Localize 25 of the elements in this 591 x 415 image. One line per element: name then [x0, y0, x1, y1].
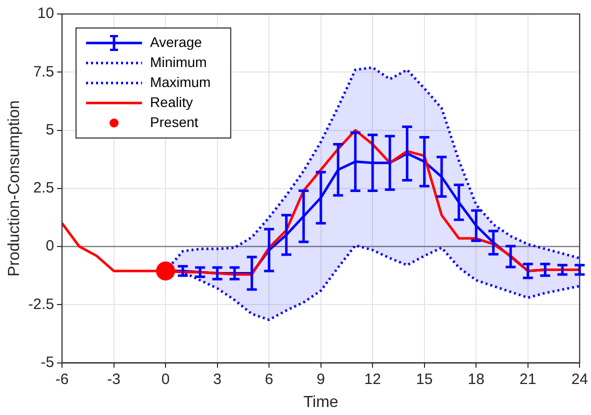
x-tick-label: 9 [316, 370, 326, 388]
y-tick-label: 2.5 [33, 180, 54, 197]
y-tick-label: -5 [40, 354, 54, 371]
x-tick-label: 12 [364, 370, 381, 388]
x-tick-label: 0 [161, 370, 170, 388]
x-tick-label: 3 [213, 370, 222, 388]
x-tick-label: 21 [520, 370, 536, 388]
legend-label: Present [150, 114, 198, 130]
legend-label: Maximum [150, 74, 211, 90]
y-tick-label: 10 [37, 5, 54, 22]
x-tick-label: 15 [416, 370, 433, 388]
legend-label: Average [150, 34, 202, 50]
y-tick-label: -2.5 [28, 296, 54, 313]
legend-label: Minimum [150, 54, 207, 70]
legend-label: Reality [150, 94, 193, 110]
x-axis-title: Time [303, 394, 338, 411]
y-tick-label: 7.5 [33, 63, 54, 80]
x-tick-label: -3 [107, 370, 120, 388]
y-axis-title: Production-Consumption [6, 100, 24, 276]
x-tick-label: 6 [264, 370, 274, 388]
x-tick-label: 24 [571, 370, 588, 388]
x-tick-label: 18 [468, 370, 484, 388]
y-tick-label: 5 [46, 121, 54, 138]
x-tick-label: -6 [55, 370, 69, 388]
y-tick-label: 0 [46, 238, 54, 255]
